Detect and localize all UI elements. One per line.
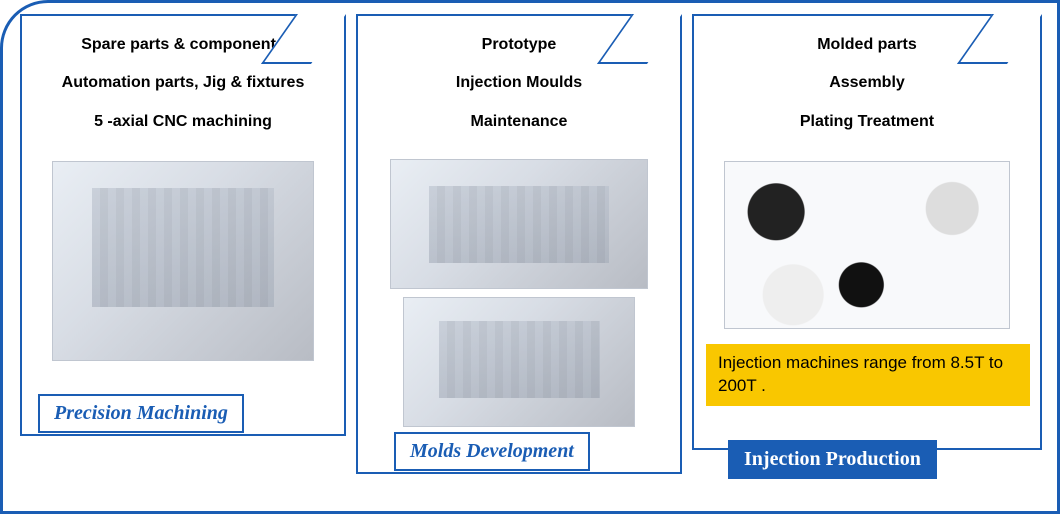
bullet-item: Injection Moulds bbox=[366, 72, 672, 94]
bullet-item: Automation parts, Jig & fixtures bbox=[30, 72, 336, 94]
caption-precision-machining: Precision Machining bbox=[38, 394, 244, 433]
bullet-item: Maintenance bbox=[366, 111, 672, 133]
product-image-molded-parts bbox=[724, 161, 1010, 329]
bullet-item: 5 -axial CNC machining bbox=[30, 111, 336, 133]
product-image-mold-assembly bbox=[390, 159, 648, 289]
product-image-mold-components bbox=[403, 297, 635, 427]
caption-molds-development: Molds Development bbox=[394, 432, 590, 471]
bullet-item: Assembly bbox=[702, 72, 1032, 94]
product-image-machined-parts bbox=[52, 161, 314, 361]
injection-machines-note: Injection machines range from 8.5T to 20… bbox=[706, 344, 1030, 406]
panel-precision-machining: Spare parts & components Automation part… bbox=[20, 14, 346, 436]
panel-molds-development: Prototype Injection Moulds Maintenance bbox=[356, 14, 682, 474]
bullet-item: Plating Treatment bbox=[702, 111, 1032, 133]
caption-injection-production: Injection Production bbox=[728, 440, 937, 479]
